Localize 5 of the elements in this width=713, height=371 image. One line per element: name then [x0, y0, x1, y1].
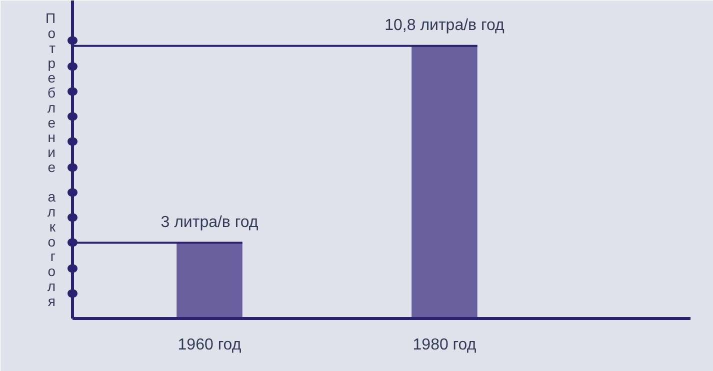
data-label: 3 литра/в год: [160, 214, 259, 231]
x-tick-label: 1960 год: [178, 336, 242, 354]
data-label: 10,8 литра/в год: [384, 16, 506, 34]
x-tick-label: 1980 год: [412, 336, 477, 354]
text: Потребление алкоголя: [45, 10, 56, 309]
